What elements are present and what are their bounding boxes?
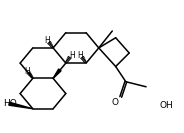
Text: OH: OH [160, 101, 173, 110]
Text: H: H [24, 67, 30, 76]
Text: H: H [44, 36, 50, 45]
Text: H: H [77, 51, 83, 60]
Text: O: O [111, 98, 118, 107]
Polygon shape [53, 69, 61, 78]
Text: H: H [69, 51, 75, 60]
Text: HO: HO [3, 99, 17, 108]
Polygon shape [9, 102, 33, 109]
